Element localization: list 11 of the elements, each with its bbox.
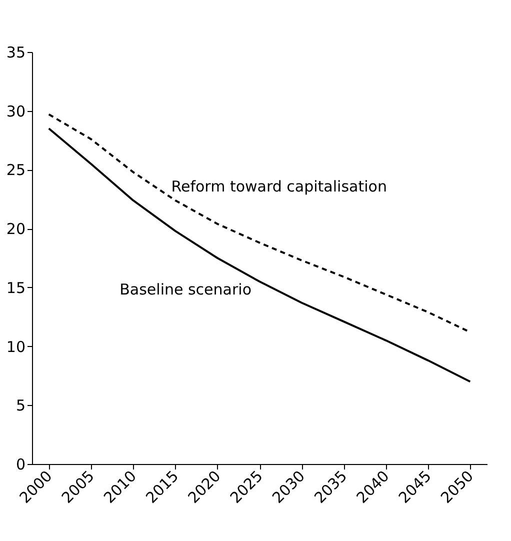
- line-series: [48, 128, 472, 383]
- series-label: Reform toward capitalisation: [171, 177, 387, 196]
- y-tick-label: 5: [16, 396, 26, 415]
- y-tick-label: 10: [6, 338, 26, 356]
- y-tick-label: 20: [6, 220, 26, 238]
- y-tick-label: 35: [6, 44, 26, 62]
- series-label: Baseline scenario: [120, 280, 252, 299]
- y-tick-label: 30: [6, 102, 26, 120]
- y-tick-label: 15: [6, 278, 26, 297]
- y-tick-label: 0: [16, 456, 26, 474]
- y-tick-label: 25: [6, 161, 26, 180]
